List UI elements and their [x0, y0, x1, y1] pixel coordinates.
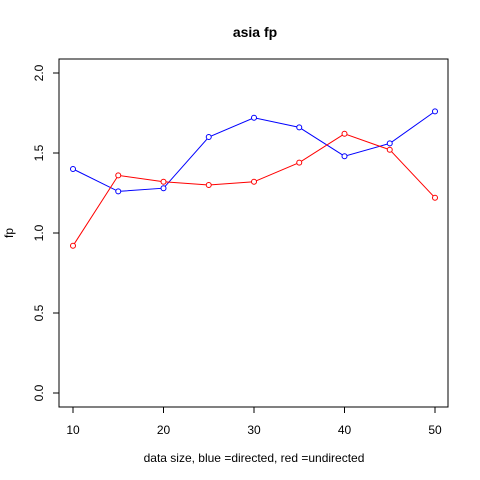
x-tick-label: 40: [338, 423, 352, 437]
series-1-point: [70, 166, 76, 172]
y-tick-label: 2.0: [32, 64, 46, 81]
chart-title: asia fp: [233, 24, 277, 40]
series-2-point: [115, 172, 122, 179]
series-1-point: [341, 153, 348, 160]
series-1-point: [115, 188, 122, 195]
series-2-point: [205, 182, 212, 188]
series-2-point: [386, 146, 393, 153]
y-tick-label: 1.5: [32, 144, 46, 161]
y-tick-label: 0.0: [32, 384, 46, 401]
series-2-point: [432, 194, 438, 201]
series-1-point: [160, 185, 167, 192]
series-1-point: [386, 140, 393, 147]
series-2-point: [296, 159, 303, 166]
x-axis: 10 20 30 40 50: [66, 407, 442, 437]
series-2-point: [341, 130, 348, 137]
x-tick-label: 50: [428, 423, 442, 437]
series-2-point: [160, 178, 167, 185]
x-tick-label: 30: [247, 423, 261, 437]
y-tick-label: 0.5: [32, 304, 46, 321]
series-2-point: [70, 242, 76, 249]
series-2-point: [251, 178, 257, 185]
x-tick-label: 20: [157, 423, 171, 437]
x-tick-label: 10: [66, 423, 80, 437]
series-1-point: [296, 124, 303, 131]
series-1-point: [432, 108, 438, 115]
x-axis-label: data size, blue =directed, red =undirect…: [144, 451, 365, 465]
series-1-point: [251, 114, 257, 121]
y-axis: 0.0 0.5 1.0 1.5 2.0: [32, 64, 59, 401]
series-layer: [70, 108, 438, 249]
series-1-point: [205, 134, 212, 140]
y-tick-label: 1.0: [32, 224, 46, 241]
y-axis-label: fp: [2, 228, 16, 238]
